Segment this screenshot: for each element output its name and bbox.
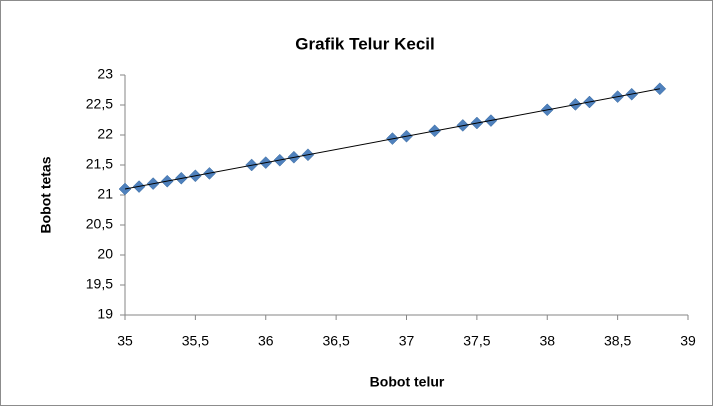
y-tick-label: 20 xyxy=(97,246,113,262)
y-tick-label: 22,5 xyxy=(86,96,113,112)
x-tick-label: 39 xyxy=(680,333,696,349)
y-tick-label: 19,5 xyxy=(86,276,113,292)
chart-title: Grafik Telur Kecil xyxy=(295,34,435,53)
y-axis-title: Bobot tetas xyxy=(38,156,54,233)
x-tick-label: 36,5 xyxy=(323,333,350,349)
x-axis-title: Bobot telur xyxy=(370,374,445,390)
trendline xyxy=(124,88,660,190)
x-tick-label: 37,5 xyxy=(463,333,490,349)
y-tick-label: 22 xyxy=(97,126,113,142)
x-tick-label: 35 xyxy=(117,333,133,349)
y-tick-label: 23 xyxy=(97,66,113,82)
y-tick-label: 20,5 xyxy=(86,216,113,232)
x-tick-label: 38 xyxy=(539,333,555,349)
y-tick-label: 19 xyxy=(97,306,113,322)
x-tick-label: 38,5 xyxy=(604,333,631,349)
x-tick-label: 36 xyxy=(258,333,274,349)
y-tick-label: 21,5 xyxy=(86,156,113,172)
y-tick-label: 21 xyxy=(97,186,113,202)
x-tick-label: 35,5 xyxy=(182,333,209,349)
x-tick-label: 37 xyxy=(399,333,415,349)
